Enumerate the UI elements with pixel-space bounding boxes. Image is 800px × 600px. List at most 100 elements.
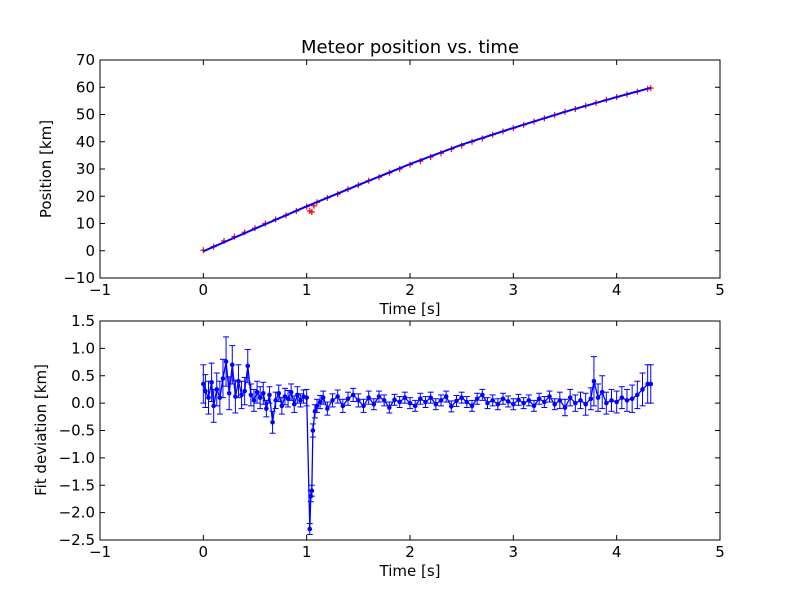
deviation-data-point xyxy=(251,398,257,403)
deviation-y-tick-label: 1.0 xyxy=(71,339,95,357)
deviation-data-point xyxy=(438,398,444,403)
deviation-data-point xyxy=(474,396,480,402)
deviation-data-point xyxy=(264,406,269,411)
deviation-data-point xyxy=(211,403,216,409)
position-x-axis-label: Time [s] xyxy=(379,300,441,318)
deviation-data-point xyxy=(495,401,501,407)
deviation-data-point xyxy=(304,395,309,400)
deviation-data-point xyxy=(229,362,235,368)
deviation-data-point xyxy=(387,405,392,410)
deviation-data-point xyxy=(226,390,232,396)
deviation-data-point xyxy=(480,392,485,398)
deviation-data-point xyxy=(604,400,609,406)
position-y-tick-label: 0 xyxy=(85,242,95,260)
position-x-tick-label: −1 xyxy=(89,281,111,299)
deviation-data-point xyxy=(285,396,291,402)
deviation-plot-area xyxy=(100,321,720,540)
deviation-data-point xyxy=(595,395,601,400)
deviation-data-point xyxy=(376,394,382,399)
deviation-data-point xyxy=(459,395,464,400)
deviation-data-point xyxy=(635,392,640,398)
deviation-x-tick-label: −1 xyxy=(89,543,111,561)
deviation-data-point xyxy=(203,388,208,394)
position-x-tick-label: 1 xyxy=(302,281,312,299)
deviation-data-point xyxy=(521,400,526,406)
position-y-tick-label: 50 xyxy=(76,106,95,124)
deviation-data-point xyxy=(273,398,278,403)
deviation-y-tick-label: −2.0 xyxy=(59,504,95,522)
deviation-data-point xyxy=(418,396,423,402)
deviation-data-point xyxy=(526,398,532,403)
deviation-data-point xyxy=(562,405,568,410)
deviation-data-point xyxy=(547,394,552,399)
position-x-tick-label: 5 xyxy=(715,281,725,299)
deviation-data-point xyxy=(309,488,315,494)
deviation-data-point xyxy=(619,395,625,400)
deviation-data-point xyxy=(233,394,238,399)
deviation-data-point xyxy=(214,387,220,392)
position-y-tick-label: 70 xyxy=(76,51,95,69)
deviation-data-point xyxy=(443,394,449,399)
deviation-data-point xyxy=(345,396,351,402)
deviation-data-point xyxy=(317,399,323,405)
deviation-y-tick-label: 0.5 xyxy=(71,367,95,385)
deviation-data-point xyxy=(648,381,654,387)
deviation-x-tick-label: 4 xyxy=(612,543,622,561)
deviation-data-point xyxy=(567,395,573,400)
deviation-data-point xyxy=(557,398,563,403)
deviation-data-layer xyxy=(200,336,654,536)
position-y-tick-label: 10 xyxy=(76,215,95,233)
deviation-y-tick-label: −2.5 xyxy=(59,531,95,549)
deviation-data-point xyxy=(583,401,588,407)
deviation-data-point xyxy=(516,397,521,403)
deviation-data-point xyxy=(578,398,583,403)
deviation-data-point xyxy=(330,398,335,403)
deviation-data-point xyxy=(407,400,413,406)
deviation-data-point xyxy=(254,389,260,395)
position-chart-title: Meteor position vs. time xyxy=(301,37,519,58)
deviation-data-point xyxy=(350,392,356,398)
deviation-data-point xyxy=(267,392,272,398)
position-x-tick-label: 3 xyxy=(509,281,519,299)
position-panel: Meteor position vs. time −1 0 1 2 3 4 5−100102… xyxy=(37,37,725,318)
deviation-y-axis-label: Fit deviation [km] xyxy=(32,364,50,496)
deviation-data-point xyxy=(307,526,313,532)
deviation-data-point xyxy=(366,395,371,400)
deviation-data-point xyxy=(361,403,366,409)
deviation-data-point xyxy=(260,390,266,396)
deviation-data-point xyxy=(239,392,244,398)
deviation-x-tick-label: 3 xyxy=(509,543,519,561)
deviation-data-point xyxy=(217,395,223,400)
deviation-data-point xyxy=(591,378,597,384)
position-y-tick-label: −10 xyxy=(63,269,95,287)
position-x-tick-label: 0 xyxy=(199,281,209,299)
deviation-data-point xyxy=(490,398,495,403)
deviation-data-point xyxy=(325,406,330,411)
position-y-tick-label: 60 xyxy=(76,78,95,96)
deviation-data-point xyxy=(449,404,454,409)
position-y-axis-label: Position [km] xyxy=(37,120,55,218)
deviation-data-point xyxy=(573,400,578,406)
position-fit-line xyxy=(202,86,652,253)
deviation-data-point xyxy=(314,403,320,409)
deviation-y-tick-label: 0.0 xyxy=(71,394,95,412)
deviation-data-point xyxy=(335,394,340,399)
deviation-data-point xyxy=(308,493,314,499)
deviation-data-point xyxy=(397,399,402,405)
deviation-data-point xyxy=(312,409,318,414)
deviation-data-point xyxy=(485,400,490,406)
deviation-x-tick-label: 5 xyxy=(715,543,725,561)
deviation-data-point xyxy=(340,403,346,409)
deviation-data-point xyxy=(381,398,387,403)
deviation-x-tick-label: 2 xyxy=(405,543,415,561)
deviation-data-point xyxy=(588,396,594,402)
deviation-data-point xyxy=(206,395,211,400)
position-y-tick-label: 20 xyxy=(76,187,95,205)
deviation-data-point xyxy=(624,398,630,403)
deviation-data-point xyxy=(614,399,619,405)
deviation-x-axis-label: Time [s] xyxy=(379,562,441,580)
deviation-data-point xyxy=(531,403,537,409)
deviation-data-point xyxy=(542,399,547,405)
